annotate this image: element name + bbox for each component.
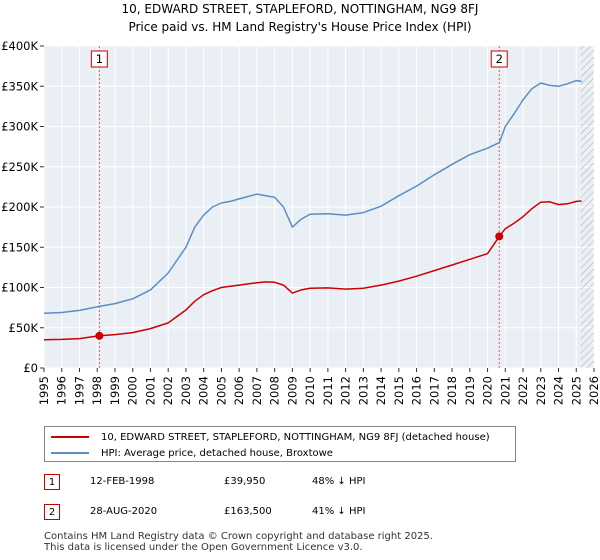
x-tick-label: 2020: [481, 376, 495, 405]
sale-marker-label: 2: [496, 52, 503, 66]
x-tick-label: 2018: [445, 376, 459, 405]
transactions-table: 1 12-FEB-1998 £39,950 48% ↓ HPI 2 28-AUG…: [44, 474, 384, 524]
x-tick-label: 2015: [392, 376, 406, 405]
x-tick-label: 2024: [552, 376, 566, 405]
legend-swatch-hpi: [51, 452, 89, 454]
x-tick-label: 2001: [143, 376, 157, 405]
x-tick-label: 2017: [427, 376, 441, 405]
x-tick-label: 1995: [37, 376, 51, 405]
sale-marker-label: 1: [96, 52, 103, 66]
transaction-date: 28-AUG-2020: [90, 506, 158, 517]
x-tick-label: 2012: [339, 376, 353, 405]
transaction-row: 2 28-AUG-2020 £163,500 41% ↓ HPI: [44, 504, 384, 524]
y-tick-label: £400K: [1, 39, 38, 53]
x-tick-label: 1997: [72, 376, 86, 405]
transaction-number: 2: [44, 504, 60, 520]
chart-subtitle: Price paid vs. HM Land Registry's House …: [128, 20, 471, 34]
x-tick-label: 2008: [268, 376, 282, 405]
transaction-price: £163,500: [224, 506, 272, 517]
x-tick-label: 2021: [498, 376, 512, 405]
x-tick-label: 1998: [90, 376, 104, 405]
sale-points: [95, 232, 504, 340]
sale-point: [495, 232, 504, 241]
y-tick-label: £200K: [1, 200, 38, 214]
y-tick-label: £350K: [1, 79, 38, 93]
chart-title: 10, EDWARD STREET, STAPLEFORD, NOTTINGHA…: [122, 2, 479, 16]
x-tick-label: 2010: [303, 376, 317, 405]
transaction-price: £39,950: [224, 476, 266, 487]
series-line-hpi: [43, 79, 582, 315]
transaction-row: 1 12-FEB-1998 £39,950 48% ↓ HPI: [44, 474, 384, 494]
legend: 10, EDWARD STREET, STAPLEFORD, NOTTINGHA…: [44, 426, 516, 462]
legend-label-property: 10, EDWARD STREET, STAPLEFORD, NOTTINGHA…: [101, 431, 490, 443]
y-tick-label: £250K: [1, 160, 38, 174]
x-tick-label: 2014: [374, 376, 388, 405]
x-tick-label: 2000: [126, 376, 140, 405]
x-tick-label: 2007: [250, 376, 264, 405]
footer-line-1: Contains HM Land Registry data © Crown c…: [44, 531, 433, 542]
y-axis: £0 £50K £100K £150K £200K £250K £300K £350K £400…: [1, 39, 44, 375]
x-tick-label: 2013: [356, 376, 370, 405]
sale-marker-badge: [490, 50, 508, 68]
transaction-date: 12-FEB-1998: [90, 476, 155, 487]
y-tick-label: £100K: [1, 281, 38, 295]
x-tick-label: 2025: [569, 376, 583, 405]
x-tick-label: 2011: [321, 376, 335, 405]
x-tick-label: 2002: [161, 376, 175, 405]
price-chart: 10, EDWARD STREET, STAPLEFORD, NOTTINGHA…: [1, 2, 600, 405]
x-tick-label: 2019: [463, 376, 477, 405]
y-tick-label: £300K: [1, 120, 38, 134]
forecast-hatch-area: [580, 46, 594, 368]
x-tick-label: 2022: [516, 376, 530, 405]
legend-swatch-property: [51, 436, 89, 438]
x-tick-label: 2004: [197, 376, 211, 405]
forecast-hatch: [580, 46, 594, 368]
transaction-number: 1: [44, 474, 60, 490]
sale-point: [95, 331, 104, 340]
transaction-hpi-diff: 48% ↓ HPI: [312, 476, 366, 487]
footer-line-2: This data is licensed under the Open Gov…: [44, 542, 363, 553]
x-tick-label: 2006: [232, 376, 246, 405]
x-tick-label: 2016: [410, 376, 424, 405]
series-lines: [43, 79, 582, 341]
legend-label-hpi: HPI: Average price, detached house, Brox…: [101, 447, 333, 459]
y-tick-label: £50K: [9, 321, 39, 335]
y-tick-label: £150K: [1, 240, 38, 254]
x-tick-label: 1999: [108, 376, 122, 405]
x-tick-label: 2026: [587, 376, 600, 405]
legend-item-hpi: HPI: Average price, detached house, Brox…: [51, 445, 333, 461]
sale-marker-badge: [90, 50, 108, 68]
x-axis: 1995 1996 1997 1998 1999 2000 2001 2002 2003 2004…: [37, 368, 600, 405]
series-line-property: [43, 200, 582, 341]
y-tick-label: £0: [23, 361, 38, 375]
x-tick-label: 1996: [55, 376, 69, 405]
x-tick-label: 2009: [285, 376, 299, 405]
x-tick-label: 2005: [214, 376, 228, 405]
transaction-hpi-diff: 41% ↓ HPI: [312, 506, 366, 517]
legend-item-property: 10, EDWARD STREET, STAPLEFORD, NOTTINGHA…: [51, 429, 490, 445]
x-tick-label: 2023: [534, 376, 548, 405]
x-tick-label: 2003: [179, 376, 193, 405]
footer-attribution: Contains HM Land Registry data © Crown c…: [44, 531, 433, 553]
